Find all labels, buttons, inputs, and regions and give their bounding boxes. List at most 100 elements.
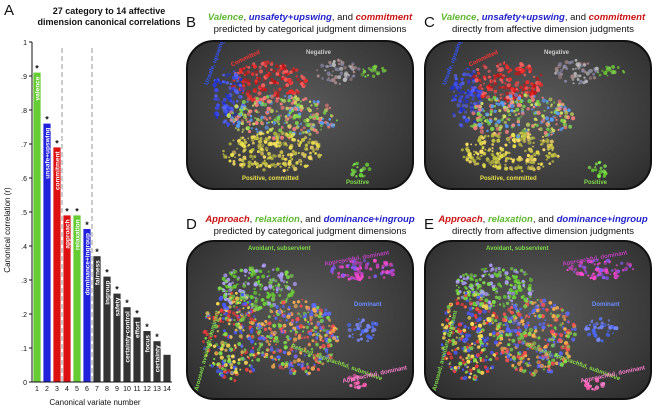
scatter-point: [531, 289, 534, 293]
scatter-point: [524, 271, 527, 274]
bar: [53, 147, 61, 382]
scatter-point: [496, 324, 501, 329]
scatter-point: [297, 139, 300, 142]
scatter-point: [257, 279, 261, 283]
scatter-point: [283, 65, 286, 69]
scatter-point: [524, 86, 529, 90]
scatter-point: [477, 85, 483, 90]
scatter-point: [521, 91, 524, 94]
scatter-point: [472, 159, 477, 163]
scatter-point: [510, 267, 514, 271]
scatter-point: [243, 301, 248, 306]
scatter-point: [230, 274, 233, 277]
scatter-point: [442, 353, 447, 357]
scatter-point: [240, 121, 245, 126]
scatter-point: [467, 89, 470, 92]
scatter-point: [472, 301, 477, 306]
scatter-point: [281, 327, 284, 330]
scatter-point: [530, 71, 533, 74]
scatter-point: [278, 275, 284, 280]
scatter-point: [290, 157, 294, 161]
scatter-point: [457, 93, 460, 97]
scatter-point: [473, 162, 478, 166]
scatter-point: [537, 344, 541, 348]
scatter-point: [288, 80, 293, 85]
scatter-point: [252, 122, 255, 126]
scatter-point: [374, 322, 377, 324]
scatter-point: [215, 115, 219, 119]
panel-e-map: Avoidant, subservient Approachful, domin…: [424, 240, 652, 400]
scatter-point: [533, 137, 536, 140]
scatter-point: [352, 258, 356, 263]
scatter-point: [487, 135, 490, 138]
scatter-point: [229, 82, 233, 86]
scatter-point: [313, 363, 316, 366]
scatter-point: [234, 346, 237, 349]
scatter-point: [235, 147, 239, 150]
scatter-point: [238, 68, 243, 72]
scatter-point: [476, 361, 479, 364]
scatter-point: [278, 128, 283, 133]
scatter-point: [509, 135, 513, 139]
scatter-point: [263, 324, 266, 327]
scatter-point: [336, 67, 340, 72]
scatter-point: [476, 292, 480, 296]
scatter-point: [279, 154, 282, 157]
scatter-point: [588, 323, 592, 327]
scatter-point: [282, 323, 287, 328]
scatter-point: [477, 309, 483, 314]
title-term-1: Approach: [438, 214, 483, 225]
scatter-point: [578, 79, 583, 84]
scatter-point: [286, 314, 291, 319]
scatter-point: [271, 120, 274, 123]
panel-d-title: Approach, relaxation, and dominance+ingr…: [205, 214, 415, 237]
scatter-point: [315, 336, 319, 339]
scatter-point: [487, 300, 492, 305]
scatter-point: [589, 276, 593, 280]
scatter-point: [277, 283, 281, 287]
scatter-point: [504, 129, 509, 134]
scatter-point: [258, 269, 263, 274]
scatter-point: [501, 81, 504, 84]
scatter-point: [537, 162, 540, 166]
scatter-point: [595, 321, 599, 326]
scatter-point: [458, 361, 463, 366]
panel-e-subtitle: directly from affective dimension judgme…: [452, 225, 634, 237]
scatter-point: [229, 377, 233, 381]
scatter-point: [317, 362, 320, 365]
scatter-point: [231, 150, 237, 155]
scatter-point: [554, 71, 558, 75]
scatter-point: [357, 338, 360, 341]
scatter-point: [499, 96, 503, 100]
scatter-point: [309, 312, 314, 317]
scatter-point: [534, 304, 539, 310]
title-term-2: unsafety+upswing: [248, 12, 332, 23]
scatter-point: [555, 123, 558, 126]
scatter-point: [573, 72, 577, 76]
scatter-point: [230, 366, 233, 370]
scatter-point: [259, 283, 262, 286]
scatter-point: [456, 103, 461, 108]
scatter-point: [291, 350, 294, 353]
scatter-point: [269, 334, 273, 338]
scatter-point: [480, 293, 484, 298]
scatter-point: [257, 275, 260, 279]
scatter-point: [607, 319, 611, 322]
scatter-point: [262, 168, 266, 172]
scatter-point: [350, 172, 355, 177]
bar-label: certainty-control: [125, 311, 132, 362]
scatter-point: [249, 370, 253, 374]
scatter-point: [464, 118, 469, 123]
panel-letter-c: C: [424, 14, 435, 31]
scatter-point: [583, 63, 586, 67]
scatter-point: [564, 351, 569, 356]
scatter-point: [521, 279, 525, 283]
scatter-point: [559, 333, 564, 338]
scatter-point: [537, 360, 542, 365]
scatter-point: [524, 317, 527, 319]
scatter-point: [468, 301, 474, 306]
scatter-point: [297, 91, 300, 94]
scatter-point: [221, 316, 225, 320]
scatter-point: [538, 356, 542, 359]
scatter-point: [229, 362, 234, 367]
